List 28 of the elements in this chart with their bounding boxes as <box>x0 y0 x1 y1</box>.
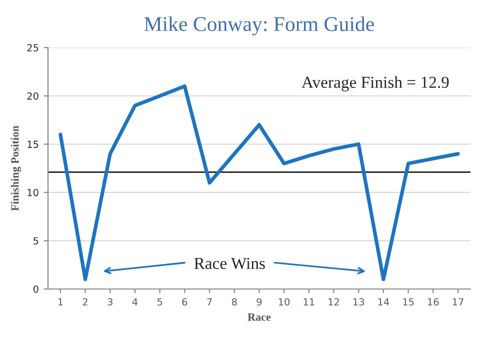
y-tick-label: 0 <box>33 285 38 293</box>
x-tick-label: 15 <box>403 298 414 306</box>
y-tick-label: 25 <box>27 44 38 52</box>
x-tick-label: 6 <box>182 298 188 306</box>
x-axis-title: Race <box>248 313 271 321</box>
x-tick-label: 5 <box>157 298 162 306</box>
x-tick-label: 9 <box>256 298 262 306</box>
annotation: Average Finish = 12.9 <box>302 76 449 92</box>
x-tick-label: 3 <box>108 298 112 306</box>
x-tick-label: 7 <box>207 298 212 306</box>
x-tick-label: 10 <box>278 298 290 306</box>
x-tick-label: 13 <box>353 298 364 306</box>
x-tick-label: 1 <box>58 298 63 306</box>
x-tick-label: 12 <box>328 298 339 306</box>
chart-title: Mike Conway: Form Guide <box>144 16 374 36</box>
y-tick-label: 5 <box>34 237 38 245</box>
x-tick-label: 16 <box>428 298 439 306</box>
annotation: Race Wins <box>194 258 265 270</box>
x-tick-label: 4 <box>132 298 138 306</box>
y-tick-label: 10 <box>28 188 38 196</box>
x-tick-label: 14 <box>378 298 390 306</box>
x-tick-label: 17 <box>452 298 464 306</box>
x-tick-label: 8 <box>232 298 237 306</box>
y-tick-label: 20 <box>27 92 38 100</box>
y-tick-label: 15 <box>28 140 38 148</box>
x-tick-label: 2 <box>82 298 88 306</box>
y-axis-title: Finishing Position <box>10 126 22 211</box>
x-tick-label: 11 <box>304 298 314 306</box>
